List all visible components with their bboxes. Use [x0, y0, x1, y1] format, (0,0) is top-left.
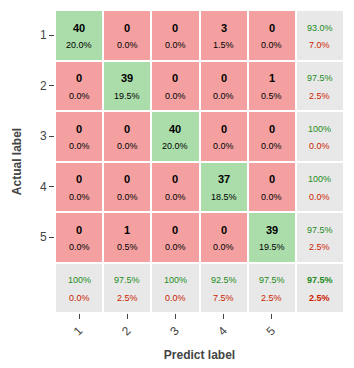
- svg-text:4: 4: [40, 180, 47, 194]
- svg-text:0.0%: 0.0%: [69, 192, 90, 202]
- svg-text:92.5%: 92.5%: [211, 275, 237, 285]
- svg-text:39: 39: [121, 72, 133, 84]
- svg-text:100%: 100%: [164, 275, 187, 285]
- svg-text:2: 2: [119, 324, 134, 339]
- svg-text:0.0%: 0.0%: [165, 91, 186, 101]
- svg-text:39: 39: [266, 224, 278, 236]
- svg-text:100%: 100%: [308, 174, 331, 184]
- svg-text:100%: 100%: [68, 275, 91, 285]
- svg-text:19.5%: 19.5%: [114, 91, 140, 101]
- svg-text:3: 3: [167, 324, 182, 339]
- svg-text:3: 3: [40, 129, 47, 143]
- svg-text:1: 1: [71, 324, 86, 339]
- svg-text:5: 5: [263, 324, 278, 339]
- svg-text:97.5%: 97.5%: [114, 275, 140, 285]
- svg-text:0.0%: 0.0%: [117, 40, 138, 50]
- svg-text:1.5%: 1.5%: [213, 40, 234, 50]
- svg-text:0: 0: [76, 123, 82, 135]
- svg-text:5: 5: [40, 230, 47, 244]
- svg-text:2.5%: 2.5%: [117, 293, 138, 303]
- svg-text:0.0%: 0.0%: [69, 242, 90, 252]
- svg-text:0: 0: [172, 72, 178, 84]
- svg-text:40: 40: [169, 123, 181, 135]
- svg-text:93.0%: 93.0%: [307, 23, 333, 33]
- svg-text:1: 1: [40, 28, 47, 42]
- svg-text:0: 0: [172, 224, 178, 236]
- svg-text:0.0%: 0.0%: [309, 141, 330, 151]
- svg-text:0.0%: 0.0%: [165, 192, 186, 202]
- svg-text:0.0%: 0.0%: [165, 242, 186, 252]
- svg-text:0.0%: 0.0%: [261, 192, 282, 202]
- svg-text:4: 4: [215, 324, 230, 339]
- svg-text:0.0%: 0.0%: [165, 40, 186, 50]
- svg-text:0.0%: 0.0%: [69, 91, 90, 101]
- svg-text:2.5%: 2.5%: [261, 293, 282, 303]
- svg-text:Predict label: Predict label: [164, 348, 235, 362]
- svg-text:0: 0: [124, 173, 130, 185]
- svg-text:97.5%: 97.5%: [307, 275, 333, 285]
- svg-text:0.0%: 0.0%: [213, 242, 234, 252]
- svg-text:0: 0: [76, 224, 82, 236]
- svg-text:0.5%: 0.5%: [261, 91, 282, 101]
- svg-text:0.0%: 0.0%: [309, 192, 330, 202]
- svg-text:40: 40: [73, 22, 85, 34]
- svg-text:2.5%: 2.5%: [309, 293, 330, 303]
- svg-text:0: 0: [124, 123, 130, 135]
- svg-text:0.0%: 0.0%: [213, 141, 234, 151]
- svg-text:0: 0: [172, 22, 178, 34]
- svg-text:0: 0: [269, 173, 275, 185]
- svg-text:7.0%: 7.0%: [309, 40, 330, 50]
- svg-text:0.0%: 0.0%: [213, 91, 234, 101]
- svg-text:0: 0: [269, 123, 275, 135]
- svg-text:2.5%: 2.5%: [309, 91, 330, 101]
- svg-text:0: 0: [221, 123, 227, 135]
- svg-text:0.0%: 0.0%: [165, 293, 186, 303]
- svg-text:7.5%: 7.5%: [213, 293, 234, 303]
- svg-text:0.0%: 0.0%: [261, 40, 282, 50]
- svg-text:0.0%: 0.0%: [69, 293, 90, 303]
- svg-text:3: 3: [221, 22, 227, 34]
- svg-text:0: 0: [76, 72, 82, 84]
- svg-text:18.5%: 18.5%: [211, 192, 237, 202]
- svg-text:97.5%: 97.5%: [259, 275, 285, 285]
- svg-text:0.0%: 0.0%: [117, 141, 138, 151]
- svg-text:0.5%: 0.5%: [117, 242, 138, 252]
- svg-text:100%: 100%: [308, 124, 331, 134]
- svg-text:20.0%: 20.0%: [162, 141, 188, 151]
- svg-text:1: 1: [124, 224, 130, 236]
- svg-text:20.0%: 20.0%: [66, 40, 92, 50]
- svg-text:19.5%: 19.5%: [259, 242, 285, 252]
- svg-text:2: 2: [40, 79, 47, 93]
- svg-text:0: 0: [172, 173, 178, 185]
- svg-text:37: 37: [218, 173, 230, 185]
- svg-text:0.0%: 0.0%: [261, 141, 282, 151]
- svg-text:0: 0: [221, 72, 227, 84]
- svg-text:0: 0: [269, 22, 275, 34]
- svg-text:0: 0: [124, 22, 130, 34]
- svg-text:Actual label: Actual label: [10, 128, 24, 195]
- svg-text:0.0%: 0.0%: [117, 192, 138, 202]
- svg-text:0.0%: 0.0%: [69, 141, 90, 151]
- svg-text:1: 1: [269, 72, 275, 84]
- svg-text:97.5%: 97.5%: [307, 225, 333, 235]
- svg-text:97.5%: 97.5%: [307, 73, 333, 83]
- svg-text:0: 0: [76, 173, 82, 185]
- svg-text:0: 0: [221, 224, 227, 236]
- svg-text:2.5%: 2.5%: [309, 242, 330, 252]
